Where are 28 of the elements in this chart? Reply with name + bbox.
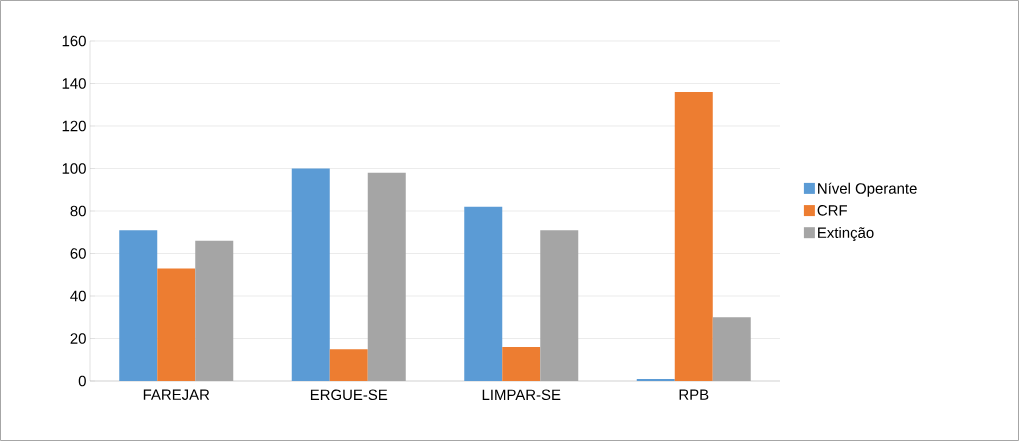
bar <box>367 172 406 381</box>
y-tick-label: 80 <box>70 205 86 217</box>
legend-label: Nível Operante <box>818 182 917 197</box>
bar <box>195 240 234 381</box>
x-tick-label: FAREJAR <box>143 389 210 400</box>
x-tick-label: RPB <box>679 389 709 400</box>
x-tick-label: LIMPAR-SE <box>482 389 561 401</box>
bar <box>712 317 751 381</box>
bar <box>157 268 196 381</box>
legend-label: CRF <box>817 205 847 216</box>
y-tick-label: 140 <box>62 78 86 89</box>
bar <box>464 206 503 381</box>
x-tick-label: ERGUE-SE <box>310 389 388 401</box>
bar <box>329 349 368 381</box>
bar <box>502 347 541 381</box>
bar <box>291 168 330 381</box>
bar <box>540 230 579 381</box>
y-tick-label: 120 <box>62 120 86 132</box>
y-tick-label: 60 <box>70 248 86 259</box>
y-tick-label: 100 <box>62 163 86 174</box>
y-tick-label: 160 <box>62 35 86 47</box>
bar <box>674 92 713 381</box>
bar <box>636 378 675 381</box>
legend-label: Extinção <box>818 227 874 242</box>
bar <box>119 230 158 381</box>
y-tick-label: 0 <box>78 375 86 387</box>
y-tick-label: 20 <box>70 333 86 344</box>
y-tick-label: 40 <box>70 290 86 302</box>
